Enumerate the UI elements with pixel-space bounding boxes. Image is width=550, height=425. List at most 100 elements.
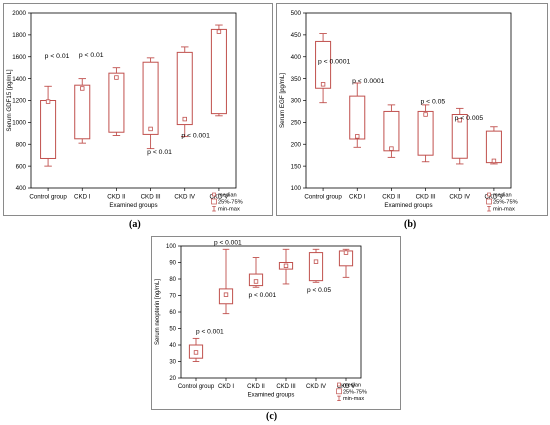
box-ckd-v	[210, 24, 227, 117]
box-ckd-v	[338, 248, 354, 278]
box-ckd-iv	[176, 46, 193, 138]
y-tick-label: 2000	[12, 10, 26, 17]
box-ckd-ii	[383, 104, 400, 158]
median-marker	[313, 259, 319, 264]
x-axis-label: Examined groups	[109, 202, 157, 209]
legend-label: min-max	[493, 207, 515, 213]
panel-label-b: (b)	[404, 219, 417, 230]
iqr-box	[451, 114, 468, 159]
iqr-box	[383, 110, 400, 152]
x-tick-label: CKD IV	[449, 193, 471, 200]
y-tick-label: 50	[169, 327, 176, 333]
panel-c-frame	[151, 236, 401, 410]
x-tick-label: CKD III	[416, 193, 436, 200]
y-tick-label: 60	[169, 310, 176, 316]
box-ckd-v	[485, 126, 502, 165]
box-ckd-iv	[308, 248, 324, 283]
box-control-group	[40, 85, 57, 167]
box-ckd-iii	[417, 104, 434, 163]
median-marker	[389, 146, 394, 151]
x-axis-label: Examined groups	[384, 202, 432, 209]
box-ckd-i	[74, 78, 91, 144]
median-marker	[355, 134, 360, 139]
y-tick-label: 80	[169, 277, 176, 283]
legend-iqr-swatch	[211, 198, 217, 205]
legend-median-swatch	[487, 192, 491, 197]
x-tick-label: CKD V	[209, 193, 229, 200]
legend-iqr-swatch	[336, 388, 342, 395]
box-control-group	[188, 337, 204, 362]
iqr-box	[108, 72, 125, 133]
median-marker	[223, 292, 229, 297]
p-value-annotation: p < 0.005	[455, 115, 484, 122]
chart-neopterin: 20 30 40 50 60 70 80 90 100 Serum neopterin [ng/m…	[155, 239, 367, 402]
plot-area	[180, 245, 362, 379]
p-value-annotation: p < 0.001	[181, 133, 210, 140]
y-tick-label: 1600	[12, 54, 26, 61]
legend-label: median	[343, 383, 361, 389]
legend-label: 25%-75%	[493, 200, 518, 206]
y-tick-label: 40	[169, 343, 176, 349]
iqr-box	[40, 100, 57, 159]
median-marker	[216, 29, 222, 34]
iqr-box	[485, 130, 502, 164]
p-value-annotation: p < 0.001	[249, 292, 277, 299]
median-marker	[253, 279, 259, 284]
y-axis-label: Serum GDF15 [pg/mL]	[6, 69, 13, 132]
y-tick-label: 100	[166, 244, 177, 250]
x-tick-label: Control group	[304, 193, 342, 200]
x-tick-label: Control group	[29, 193, 67, 200]
y-tick-label: 350	[291, 76, 302, 83]
x-tick-label: CKD III	[141, 193, 161, 200]
y-tick-label: 250	[291, 120, 302, 127]
iqr-box	[142, 61, 159, 135]
median-marker	[283, 263, 289, 268]
x-tick-label: CKD V	[484, 193, 504, 200]
y-tick-label: 90	[169, 261, 176, 267]
x-tick-label: Control group	[178, 384, 215, 390]
y-tick-label: 400	[291, 54, 302, 61]
y-tick-label: 400	[16, 185, 27, 192]
p-value-annotation: p < 0.0001	[352, 78, 385, 85]
p-value-annotation: p < 0.001	[214, 239, 242, 246]
legend-median-swatch	[212, 192, 216, 197]
y-tick-label: 100	[291, 185, 302, 192]
legend-median-swatch	[337, 382, 341, 387]
box-ckd-i	[218, 248, 234, 315]
x-tick-label: CKD III	[276, 384, 296, 390]
p-value-annotation: p < 0.01	[79, 52, 104, 59]
p-value-annotation: p < 0.001	[196, 328, 224, 335]
y-tick-label: 30	[169, 360, 176, 366]
median-marker	[182, 116, 187, 122]
y-tick-label: 300	[291, 98, 302, 105]
median-marker	[491, 158, 497, 164]
median-marker	[45, 99, 51, 104]
plot-area	[305, 12, 512, 189]
legend-label: median	[218, 193, 237, 199]
legend-label: 25%-75%	[218, 200, 243, 206]
p-value-annotation: p < 0.0001	[318, 58, 351, 65]
x-tick-label: CKD I	[74, 193, 91, 200]
x-tick-label: CKD IV	[306, 384, 326, 390]
y-tick-label: 20	[169, 376, 176, 382]
median-marker	[423, 112, 428, 117]
y-tick-label: 500	[291, 10, 302, 17]
x-axis-label: Examined groups	[248, 393, 295, 399]
median-marker	[80, 86, 85, 91]
x-tick-label: CKD IV	[174, 193, 196, 200]
iqr-box	[315, 40, 332, 89]
y-tick-label: 200	[291, 141, 302, 148]
p-value-annotation: p < 0.05	[420, 99, 445, 106]
chart-egf: 100 150 200 250 300 350 400 450 500 Serum EGF [pg…	[279, 10, 518, 213]
median-marker	[457, 117, 462, 123]
legend-label: min-max	[218, 207, 240, 213]
y-tick-label: 1800	[12, 32, 26, 39]
y-tick-label: 450	[291, 32, 302, 39]
panel-label-c: (c)	[266, 411, 278, 422]
iqr-box	[308, 252, 324, 282]
y-tick-label: 600	[16, 163, 27, 170]
legend-label: min-max	[343, 396, 364, 402]
median-marker	[343, 250, 349, 255]
iqr-box	[210, 28, 227, 115]
x-tick-label: CKD V	[337, 384, 355, 390]
